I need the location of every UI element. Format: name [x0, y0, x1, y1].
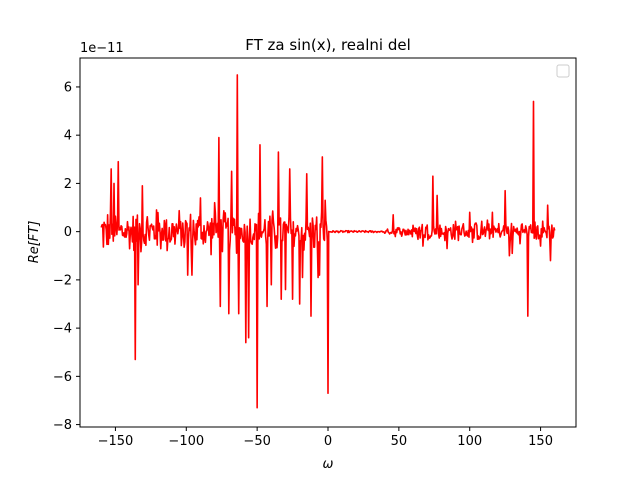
- x-tick-label: 100: [457, 434, 482, 449]
- axes-frame: [79, 57, 577, 428]
- y-tick-label: 2: [64, 177, 72, 192]
- x-tick-label: −50: [243, 434, 270, 449]
- y-tick-label: 6: [64, 80, 72, 95]
- chart-title: FT za sin(x), realni del: [245, 36, 411, 54]
- ticks-group: −150 −100 −50 0 50 100 150 −8 −6 −4 −2 0 2 4 6: [53, 80, 553, 449]
- y-tick-label: 4: [64, 129, 72, 144]
- legend-box: [556, 64, 570, 78]
- x-tick-label: 50: [391, 434, 408, 449]
- x-tick-label: −150: [98, 434, 134, 449]
- series-line-0: [100, 74, 556, 409]
- plot-area: [100, 74, 556, 409]
- y-offset-text: 1e−11: [80, 41, 124, 56]
- x-tick-label: 0: [324, 434, 332, 449]
- x-tick-label: 150: [528, 434, 553, 449]
- y-axis-label: Re[FT]: [27, 221, 42, 264]
- y-tick-label: −4: [53, 322, 72, 337]
- y-tick-label: −6: [53, 370, 72, 385]
- y-tick-label: 0: [64, 225, 72, 240]
- x-tick-label: −100: [168, 434, 204, 449]
- y-tick-label: −2: [53, 273, 72, 288]
- y-tick-label: −8: [53, 418, 72, 433]
- x-axis-label: ω: [323, 457, 334, 472]
